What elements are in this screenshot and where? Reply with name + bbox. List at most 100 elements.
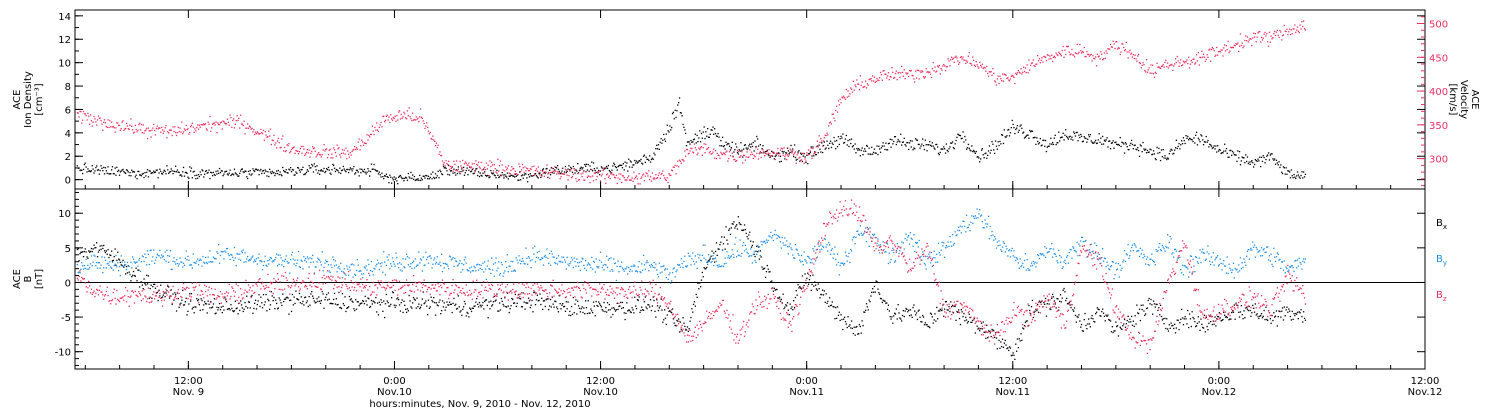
data-point — [1052, 143, 1055, 146]
data-point — [434, 257, 436, 259]
data-point — [924, 139, 926, 141]
data-point — [901, 314, 904, 317]
data-point — [308, 149, 310, 151]
data-point — [111, 250, 113, 252]
data-point — [543, 300, 545, 302]
data-point — [768, 271, 770, 273]
data-point — [1089, 54, 1091, 56]
data-point — [382, 271, 384, 273]
data-point — [239, 172, 241, 175]
data-point — [1043, 139, 1045, 141]
data-point — [261, 172, 263, 175]
data-point — [280, 257, 282, 259]
data-point — [908, 142, 911, 144]
data-point — [208, 123, 210, 125]
data-point — [721, 145, 723, 147]
data-point — [659, 305, 661, 307]
data-point — [1074, 52, 1077, 54]
data-point — [485, 175, 488, 177]
data-point — [729, 155, 732, 157]
data-point — [157, 299, 159, 302]
data-point — [939, 73, 941, 75]
data-point — [1021, 339, 1023, 341]
data-point — [1028, 59, 1030, 61]
data-point — [778, 297, 780, 299]
data-point — [1059, 52, 1061, 55]
data-point — [1139, 62, 1141, 64]
data-point — [315, 169, 317, 171]
data-point — [728, 143, 730, 145]
data-point — [118, 124, 121, 126]
data-point — [1283, 306, 1285, 308]
data-point — [295, 149, 297, 152]
data-point — [507, 178, 509, 180]
data-point — [948, 148, 950, 150]
data-point — [338, 171, 340, 174]
data-point — [1116, 48, 1119, 50]
data-point — [1081, 330, 1084, 332]
data-point — [1048, 58, 1050, 60]
data-point — [597, 171, 599, 173]
data-point — [824, 134, 826, 136]
data-point — [996, 78, 998, 80]
data-point — [782, 154, 784, 156]
data-point — [1194, 142, 1196, 144]
data-point — [348, 171, 350, 174]
data-point — [1006, 347, 1008, 350]
data-point — [965, 139, 967, 141]
data-point — [1159, 151, 1161, 154]
data-point — [549, 264, 552, 266]
data-point — [958, 63, 960, 65]
data-point — [508, 265, 510, 267]
data-point — [290, 171, 293, 173]
data-point — [1282, 319, 1285, 321]
data-point — [720, 241, 722, 243]
data-point — [347, 268, 349, 270]
data-point — [245, 305, 247, 308]
data-point — [1049, 55, 1051, 57]
data-point — [464, 303, 466, 305]
data-point — [646, 158, 648, 160]
data-point — [1251, 44, 1253, 47]
data-point — [1166, 318, 1168, 320]
data-point — [483, 172, 485, 175]
data-point — [148, 297, 150, 299]
data-point — [587, 262, 589, 264]
data-point — [874, 291, 876, 293]
data-point — [122, 265, 124, 267]
data-point — [1262, 37, 1264, 39]
data-point — [240, 123, 243, 125]
data-point — [1289, 315, 1292, 318]
data-point — [1192, 140, 1194, 143]
data-point — [301, 303, 303, 305]
data-point — [893, 315, 895, 317]
data-point — [336, 144, 338, 146]
data-point — [320, 169, 322, 171]
data-point — [969, 316, 971, 319]
data-point — [982, 67, 984, 69]
data-point — [375, 129, 377, 131]
data-point — [749, 143, 751, 145]
data-point — [1240, 305, 1242, 307]
data-point — [175, 134, 178, 137]
data-point — [1085, 55, 1087, 58]
data-point — [1254, 303, 1256, 305]
data-point — [620, 164, 622, 167]
data-point — [710, 255, 712, 257]
data-point — [529, 168, 531, 170]
data-point — [533, 291, 535, 294]
data-point — [589, 165, 591, 167]
data-point — [636, 178, 639, 180]
data-point — [1193, 58, 1195, 60]
data-point — [225, 170, 228, 172]
data-point — [868, 78, 870, 81]
data-point — [176, 292, 179, 294]
data-point — [427, 314, 429, 316]
data-point — [1267, 152, 1270, 154]
data-point — [670, 174, 672, 177]
data-point — [924, 76, 926, 78]
data-point — [548, 262, 550, 264]
data-point — [409, 177, 411, 179]
data-point — [917, 69, 919, 72]
data-point — [1075, 52, 1077, 55]
